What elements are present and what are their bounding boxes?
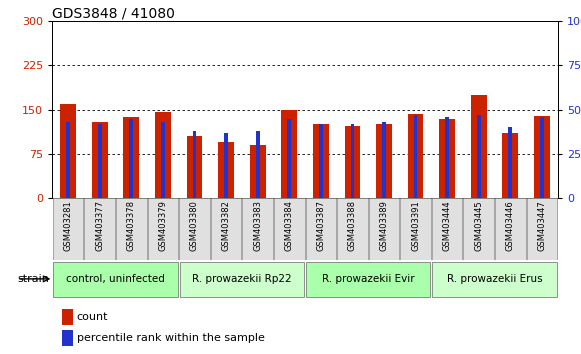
Text: GSM403444: GSM403444 xyxy=(443,200,451,251)
Bar xyxy=(408,114,424,198)
Bar xyxy=(445,117,449,198)
Bar xyxy=(306,262,431,297)
Text: GSM403391: GSM403391 xyxy=(411,200,420,251)
Bar xyxy=(123,117,139,198)
Bar xyxy=(224,133,228,198)
Bar xyxy=(288,119,291,198)
Bar xyxy=(192,131,196,198)
Bar xyxy=(432,262,557,297)
Bar xyxy=(439,119,455,198)
Bar xyxy=(180,262,304,297)
Bar xyxy=(155,112,171,198)
Bar xyxy=(60,104,76,198)
Bar xyxy=(92,121,107,198)
Bar xyxy=(319,124,322,198)
Bar xyxy=(98,124,102,198)
Text: strain: strain xyxy=(18,274,50,284)
Bar xyxy=(187,136,202,198)
Bar xyxy=(400,198,431,260)
Text: GSM403377: GSM403377 xyxy=(95,200,104,251)
Bar xyxy=(464,198,494,260)
Text: GSM403389: GSM403389 xyxy=(379,200,389,251)
Bar xyxy=(540,117,544,198)
Bar xyxy=(256,131,260,198)
Text: GSM403388: GSM403388 xyxy=(348,200,357,251)
Bar xyxy=(116,198,146,260)
Bar xyxy=(432,198,462,260)
Bar xyxy=(53,198,84,260)
Text: R. prowazekii Evir: R. prowazekii Evir xyxy=(322,274,414,284)
Bar xyxy=(337,198,368,260)
Text: R. prowazekii Rp22: R. prowazekii Rp22 xyxy=(192,274,292,284)
Bar xyxy=(376,125,392,198)
Bar xyxy=(242,198,273,260)
Text: GSM403384: GSM403384 xyxy=(285,200,294,251)
Text: GSM403446: GSM403446 xyxy=(506,200,515,251)
Text: GSM403447: GSM403447 xyxy=(537,200,547,251)
Bar xyxy=(534,116,550,198)
Text: GSM403383: GSM403383 xyxy=(253,200,262,251)
Text: GSM403378: GSM403378 xyxy=(127,200,136,251)
Bar xyxy=(161,122,165,198)
Bar xyxy=(414,115,418,198)
Bar xyxy=(62,330,73,346)
Text: percentile rank within the sample: percentile rank within the sample xyxy=(77,333,264,343)
Bar xyxy=(62,309,73,325)
Bar xyxy=(313,125,329,198)
Text: GSM403445: GSM403445 xyxy=(474,200,483,251)
Bar xyxy=(350,124,354,198)
Bar xyxy=(148,198,178,260)
Bar xyxy=(84,198,115,260)
Bar xyxy=(503,133,518,198)
Bar xyxy=(179,198,210,260)
Bar xyxy=(369,198,399,260)
Text: count: count xyxy=(77,312,108,322)
Bar xyxy=(211,198,241,260)
Bar xyxy=(66,122,70,198)
Bar xyxy=(250,145,266,198)
Text: GSM403387: GSM403387 xyxy=(316,200,325,251)
Bar xyxy=(526,198,557,260)
Bar xyxy=(281,110,297,198)
Bar xyxy=(495,198,526,260)
Bar xyxy=(306,198,336,260)
Text: R. prowazekii Erus: R. prowazekii Erus xyxy=(447,274,543,284)
Bar xyxy=(130,119,133,198)
Text: GSM403379: GSM403379 xyxy=(159,200,167,251)
Bar xyxy=(345,126,360,198)
Bar xyxy=(274,198,304,260)
Bar xyxy=(508,127,512,198)
Bar xyxy=(218,142,234,198)
Text: GDS3848 / 41080: GDS3848 / 41080 xyxy=(52,6,175,20)
Text: GSM403281: GSM403281 xyxy=(63,200,73,251)
Text: control, uninfected: control, uninfected xyxy=(66,274,165,284)
Text: GSM403380: GSM403380 xyxy=(190,200,199,251)
Bar xyxy=(382,122,386,198)
Bar xyxy=(53,262,178,297)
Bar xyxy=(477,115,480,198)
Bar xyxy=(471,95,487,198)
Text: GSM403382: GSM403382 xyxy=(221,200,231,251)
